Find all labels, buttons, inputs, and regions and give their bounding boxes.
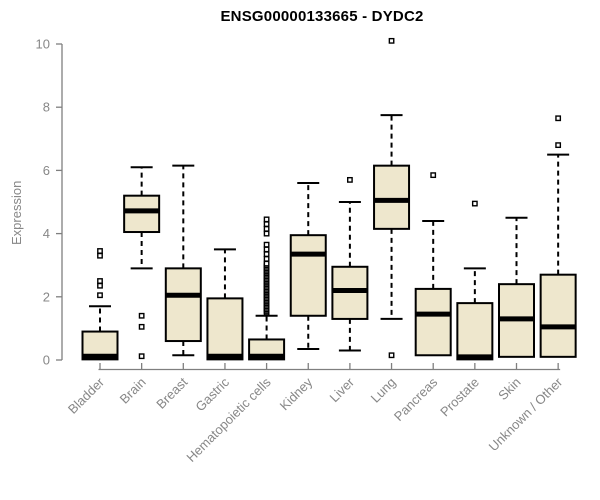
y-tick-label: 2	[43, 289, 50, 304]
outlier-point	[430, 172, 437, 179]
box-rect	[164, 267, 202, 343]
x-tick-label: Prostate	[437, 375, 482, 420]
outlier-point	[97, 282, 103, 289]
outlier-point	[263, 221, 270, 228]
box-rect	[414, 287, 452, 357]
outlier-point	[263, 246, 270, 253]
outlier-point	[263, 216, 270, 223]
box-rect	[123, 194, 161, 234]
outlier-point	[555, 115, 562, 122]
x-tick-label: Pancreas	[391, 374, 441, 424]
outlier-point	[347, 176, 353, 183]
y-tick-label: 0	[43, 353, 50, 368]
y-tick-label: 4	[43, 226, 50, 241]
x-tick-label: Bladder	[65, 374, 108, 417]
x-tick-label: Skin	[495, 375, 523, 403]
box-rect	[539, 273, 577, 358]
x-tick-label: Lung	[368, 375, 399, 406]
y-tick-label: 8	[43, 100, 50, 115]
x-tick-label: Kidney	[277, 374, 316, 413]
x-tick-label: Unknown / Other	[486, 374, 566, 454]
box-rect	[456, 302, 494, 361]
x-tick-label: Liver	[326, 374, 357, 405]
outlier-point	[263, 251, 270, 258]
y-tick-label: 10	[36, 37, 50, 52]
outlier-point	[138, 312, 145, 319]
outlier-point	[138, 323, 145, 330]
y-tick-label: 6	[43, 163, 50, 178]
outlier-point	[555, 142, 562, 149]
outlier-point	[97, 292, 103, 299]
box-rect	[206, 297, 244, 361]
x-tick-label: Brain	[117, 375, 149, 407]
outlier-point	[138, 353, 145, 360]
outlier-point	[263, 225, 270, 232]
outlier-point	[263, 241, 270, 248]
box-rect	[373, 164, 411, 230]
outlier-point	[388, 37, 395, 44]
x-tick-label: Breast	[153, 374, 190, 411]
outlier-point	[263, 230, 270, 237]
outlier-point	[263, 255, 270, 262]
chart-title: ENSG00000133665 - DYDC2	[220, 8, 424, 25]
outlier-point	[97, 252, 103, 259]
outlier-point	[97, 248, 103, 254]
x-tick-label: Gastric	[192, 374, 232, 414]
outlier-point	[97, 278, 103, 284]
box-rect	[289, 234, 327, 317]
outlier-point	[471, 200, 478, 207]
outlier-point	[263, 260, 270, 267]
outlier-point	[388, 352, 395, 359]
